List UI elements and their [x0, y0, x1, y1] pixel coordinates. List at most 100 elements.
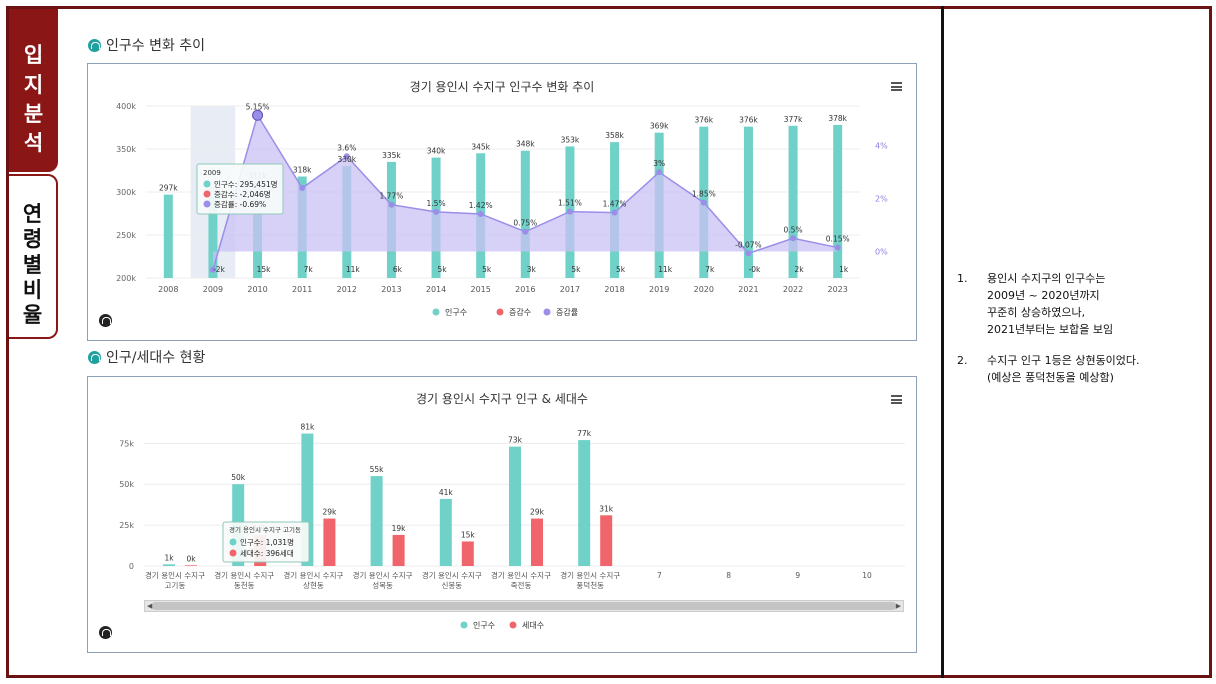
rate-data-label: 1.77%	[380, 192, 404, 201]
bar-households	[531, 518, 543, 566]
rate-data-label: 5.15%	[246, 102, 270, 111]
bar-population	[439, 498, 452, 566]
tab-char: 입	[23, 43, 44, 67]
data-label: 73k	[508, 436, 523, 445]
rate-point	[388, 201, 395, 208]
rate-point	[834, 244, 841, 251]
tooltip-line: 증감수: -2,046명	[214, 189, 271, 199]
tab-age-ratio[interactable]: 연 령 별 비 율	[9, 174, 58, 339]
change-data-label: 5k	[438, 265, 448, 274]
data-label: 29k	[322, 508, 337, 517]
data-label: 31k	[599, 504, 614, 513]
x-tick-label: 상현동	[303, 580, 324, 590]
population-data-label: 369k	[650, 122, 669, 131]
tab-char: 지	[23, 73, 44, 97]
legend-label: 세대수	[522, 621, 544, 630]
population-data-label: 348k	[516, 140, 535, 149]
y-tick-label: 200k	[116, 274, 136, 283]
rate-point	[745, 250, 752, 257]
chart-svg: 200k 250k 300k 350k 400k 0% 2% 4% 5.15% 3.6% 1.77%…	[116, 102, 888, 317]
population-data-label: 340k	[427, 147, 446, 156]
change-data-label: 15k	[257, 265, 272, 274]
scroll-thumb[interactable]	[153, 602, 895, 610]
section-title-text: 인구/세대수 현황	[106, 350, 206, 366]
rate-point	[252, 109, 264, 121]
rate-data-label: 0.75%	[513, 219, 537, 228]
x-tick-label: 성복동	[372, 581, 393, 590]
bar-households	[461, 541, 474, 566]
population-data-label: 297k	[159, 184, 178, 193]
rate-data-label: 1.42%	[469, 201, 493, 210]
x-tick-label: 9	[795, 571, 800, 580]
tab-char: 연	[22, 202, 43, 226]
change-data-label: 7k	[705, 265, 715, 274]
tooltip-marker	[229, 538, 237, 546]
rate-point	[611, 209, 618, 216]
change-data-label: 1k	[839, 265, 849, 274]
x-tick-label: 2014	[426, 285, 446, 294]
x-tick-label: 2017	[560, 285, 580, 294]
y-tick-label: 250k	[116, 231, 136, 240]
population-data-label: 335k	[382, 151, 401, 160]
tooltip-header: 경기 용인시 수지구 고기동	[229, 525, 301, 534]
population-data-label: 318k	[293, 166, 312, 175]
chart-menu-icon[interactable]	[891, 82, 902, 91]
legend-marker	[509, 621, 517, 629]
tab-char: 분	[23, 102, 44, 126]
x-tick-label: 2010	[247, 285, 267, 294]
tab-location-analysis[interactable]: 입 지 분 석	[9, 9, 58, 172]
scroll-right-icon[interactable]: ▶	[895, 602, 901, 610]
x-tick-label: 2018	[604, 285, 624, 294]
chart-menu-icon[interactable]	[891, 395, 902, 404]
population-data-label: 378k	[828, 114, 847, 123]
tooltip-marker	[203, 180, 211, 188]
x-tick-label: 경기 용인시 수지구	[422, 570, 482, 580]
rate-data-label: 1.5%	[427, 199, 446, 208]
data-label: 0k	[186, 554, 196, 563]
change-data-label: -0k	[749, 265, 761, 274]
rate-area	[212, 115, 838, 270]
chart-title: 경기 용인시 수지구 인구수 변화 추이	[409, 80, 595, 94]
tab-char: 비	[22, 278, 43, 302]
tooltip-box	[196, 163, 284, 215]
legend-label: 인구수	[445, 307, 467, 317]
y-tick-label: 0	[129, 562, 134, 571]
tab-char: 별	[22, 253, 43, 277]
change-data-label: -2k	[213, 265, 225, 274]
chart-scrollbar[interactable]: ◀ ▶	[144, 600, 904, 612]
bar-population	[578, 440, 591, 566]
rate-point	[700, 199, 707, 206]
change-data-label: 2k	[795, 265, 805, 274]
rate-point	[566, 208, 573, 215]
note-number: 1.	[957, 272, 968, 285]
rate-point	[433, 208, 440, 215]
population-data-label: 376k	[739, 116, 758, 125]
data-label: 1k	[164, 553, 174, 562]
chart-svg: 025k50k75k1k50k81k55k41k73k77k0k19k29k19…	[119, 423, 905, 630]
rate-data-label: 1.51%	[558, 199, 582, 208]
bar-population	[163, 564, 175, 566]
data-label: 29k	[530, 508, 545, 517]
notes-list: 1. 용인시 수지구의 인구수는 2009년 ~ 2020년까지 꾸준히 상승하…	[957, 270, 1197, 400]
y-tick-label: 400k	[116, 102, 136, 111]
note-item: 2. 수지구 인구 1등은 상현동이었다. (예상은 풍덕천동을 예상함)	[957, 352, 1197, 386]
data-label: 19k	[392, 524, 407, 533]
bar-population	[208, 195, 218, 278]
population-data-label: 330k	[337, 155, 356, 164]
y-tick-label: 25k	[119, 521, 134, 530]
legend-marker	[543, 308, 551, 316]
scroll-left-icon[interactable]: ◀	[147, 602, 153, 610]
note-text: 용인시 수지구의 인구수는 2009년 ~ 2020년까지 꾸준히 상승하였으나…	[987, 272, 1114, 336]
change-data-label: 11k	[346, 265, 361, 274]
bar-population	[833, 124, 843, 278]
tooltip-line: 인구수: 295,451명	[214, 179, 278, 189]
rate-point	[522, 228, 529, 235]
legend-label: 인구수	[473, 620, 495, 630]
population-data-label: 377k	[784, 115, 803, 124]
x-tick-label: 죽전동	[511, 580, 532, 590]
tooltip-line: 인구수: 1,031명	[240, 537, 294, 547]
bar-households	[185, 565, 197, 566]
x-tick-label: 2012	[337, 285, 357, 294]
tooltip-marker	[203, 200, 211, 208]
bar-population	[743, 126, 753, 278]
